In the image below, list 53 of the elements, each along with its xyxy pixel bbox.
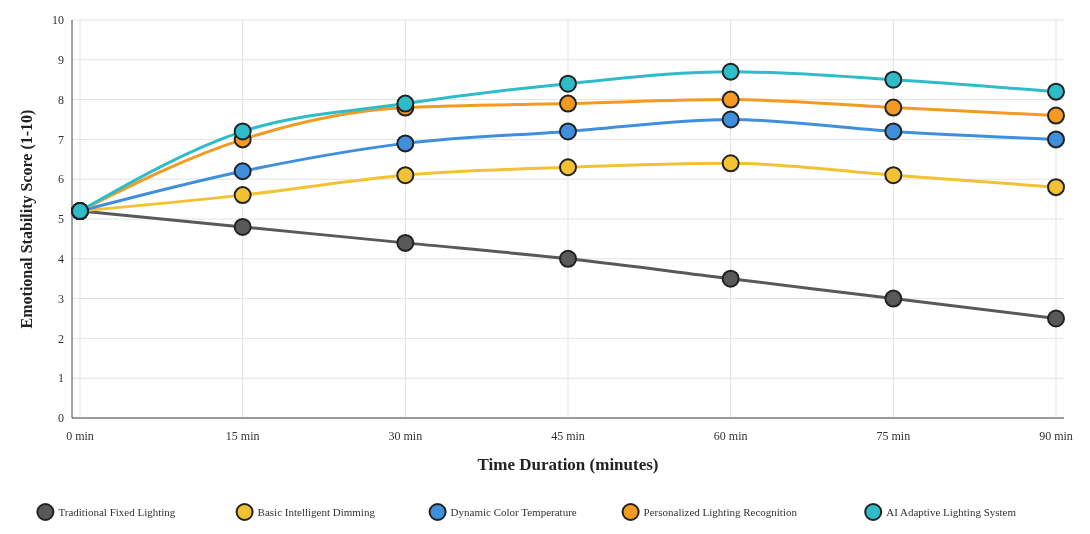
x-tick-label: 45 min <box>551 429 585 443</box>
legend-label: Basic Intelligent Dimming <box>257 505 376 518</box>
point <box>559 74 577 93</box>
legend-label: Traditional Fixed Lighting <box>58 505 176 518</box>
y-tick-label: 3 <box>58 291 64 306</box>
point <box>233 162 252 181</box>
point <box>721 269 740 288</box>
point <box>559 158 577 177</box>
y-tick-label: 6 <box>58 172 64 187</box>
y-tick-label: 0 <box>58 411 64 426</box>
point <box>884 289 903 308</box>
y-tick-label: 9 <box>58 53 64 67</box>
y-tick-label: 2 <box>58 331 64 346</box>
point <box>884 122 903 141</box>
legend-label: Dynamic Color Temperature <box>450 505 577 518</box>
point <box>1047 130 1065 149</box>
point <box>233 217 252 236</box>
point <box>1047 178 1065 197</box>
point <box>396 94 415 113</box>
x-tick-label: 60 min <box>713 429 748 443</box>
point <box>1047 309 1065 328</box>
point <box>559 122 577 141</box>
point <box>721 110 740 129</box>
y-tick-label: 7 <box>58 132 64 147</box>
point <box>1047 82 1065 101</box>
point <box>721 154 740 173</box>
point <box>1047 106 1065 125</box>
x-tick-label: 30 min <box>388 429 423 443</box>
point <box>559 249 577 268</box>
point <box>396 166 415 185</box>
point <box>721 90 740 109</box>
x-tick-label: 75 min <box>876 429 911 443</box>
point <box>396 134 415 153</box>
x-axis-title: Time Duration (minutes) <box>477 455 659 474</box>
point <box>233 186 252 205</box>
x-tick-label: 0 min <box>66 429 94 443</box>
y-tick-label: 5 <box>58 212 64 227</box>
x-tick-label: 90 min <box>1039 429 1073 443</box>
y-tick-label: 1 <box>58 371 64 386</box>
legend-label: AI Adaptive Lighting System <box>886 505 1017 518</box>
x-tick-label: 15 min <box>225 429 260 443</box>
point <box>884 166 903 185</box>
y-tick-label: 10 <box>52 13 64 28</box>
point <box>884 98 903 117</box>
point <box>396 233 415 252</box>
y-tick-label: 4 <box>58 252 64 266</box>
point <box>559 94 577 113</box>
point <box>721 62 740 81</box>
point <box>884 70 903 89</box>
y-tick-label: 8 <box>58 92 64 107</box>
y-axis-title: Emotional Stability Score (1-10) <box>18 109 36 329</box>
point <box>233 122 252 141</box>
legend-label: Personalized Lighting Recognition <box>643 505 798 518</box>
